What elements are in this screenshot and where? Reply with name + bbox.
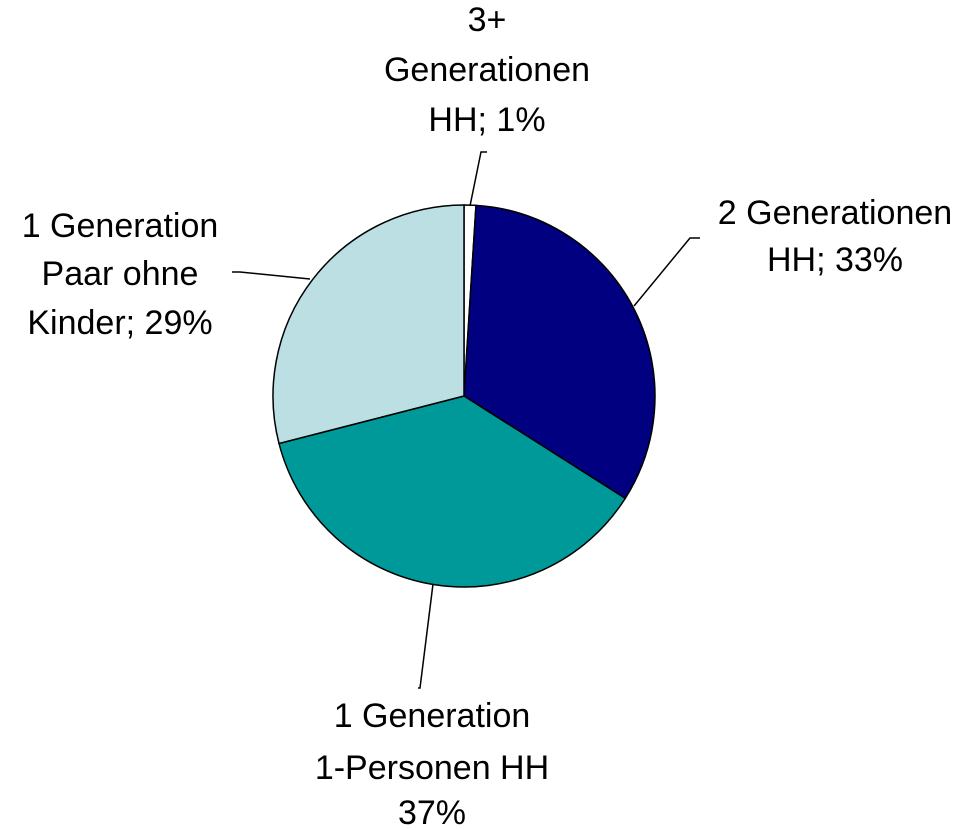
leader-line: [633, 237, 700, 307]
pie-slice: [272, 204, 465, 445]
data-label: 1 Generation: [334, 697, 531, 735]
data-label: HH; 33%: [767, 241, 903, 279]
data-label: Paar ohne: [42, 255, 199, 293]
leader-line: [418, 583, 434, 689]
data-label: 1 Generation: [22, 207, 219, 245]
data-label: 37%: [398, 794, 466, 830]
leader-line: [469, 151, 487, 207]
data-label: Kinder; 29%: [27, 304, 212, 342]
data-label: 1-Personen HH: [315, 749, 549, 787]
data-label: 3+: [468, 1, 507, 39]
data-label: HH; 1%: [428, 101, 545, 139]
pie-slice: [463, 204, 656, 500]
data-label: Generationen: [384, 51, 590, 89]
pie-slice: [278, 395, 627, 588]
data-label: 2 Generationen: [718, 194, 952, 232]
leader-line: [232, 271, 311, 280]
